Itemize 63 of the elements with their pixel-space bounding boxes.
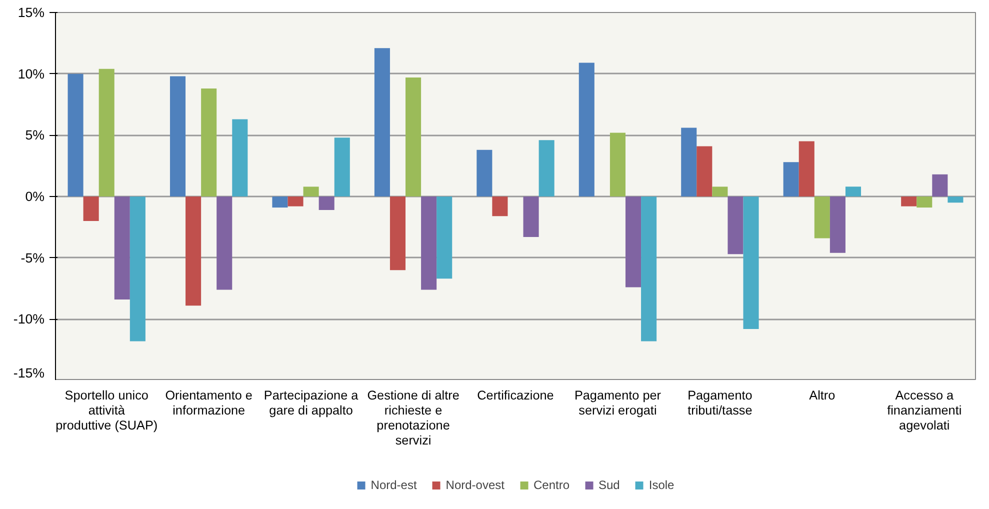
bar	[374, 48, 390, 196]
bar	[681, 128, 697, 196]
x-tick-label: Gestione di altre richieste e prenotazione servizi	[367, 388, 460, 448]
y-tick-label: 10%	[18, 66, 45, 82]
legend-label: Nord-est	[370, 478, 417, 492]
bar	[476, 150, 492, 196]
x-tick-label: Pagamento tributi/tasse	[688, 388, 752, 418]
bar	[83, 196, 99, 222]
bar	[538, 140, 554, 196]
bar	[98, 68, 114, 196]
bar	[436, 196, 452, 279]
bar	[114, 196, 130, 300]
bar	[130, 196, 146, 342]
x-tick-label: Orientamento e informazione	[165, 388, 252, 418]
y-tick-label: -10%	[13, 312, 45, 327]
legend-label: Sud	[598, 478, 620, 492]
bar	[303, 186, 319, 196]
x-tick-label: Sportello unico attività produttive (SUAP)	[56, 388, 158, 433]
bar	[318, 196, 334, 210]
bar	[390, 196, 406, 270]
bar	[272, 196, 288, 208]
x-tick-label: Certificazione	[477, 388, 554, 402]
bar	[641, 196, 657, 342]
bar	[728, 196, 744, 254]
bar	[814, 196, 830, 238]
legend-label: Nord-ovest	[446, 478, 504, 492]
bar	[743, 196, 759, 329]
bar	[216, 196, 232, 290]
y-tick-label: 15%	[18, 5, 45, 20]
bar	[798, 141, 814, 196]
bar	[845, 186, 862, 196]
bar	[948, 196, 964, 203]
x-tick-label: Pagamento per servizi erogati	[574, 388, 661, 418]
legend-label: Isole	[648, 478, 674, 492]
y-tick-label: 5%	[25, 128, 45, 143]
y-tick-label: -15%	[13, 366, 45, 380]
bar	[610, 132, 626, 196]
y-tick-label: -5%	[20, 250, 45, 266]
bar	[830, 196, 846, 253]
x-tick-label: Partecipazione a gare di appalto	[264, 388, 360, 418]
bar	[492, 196, 508, 216]
bar	[783, 162, 799, 196]
bar	[696, 146, 712, 196]
bar	[186, 196, 202, 306]
bar	[288, 196, 304, 206]
bar	[578, 62, 594, 196]
bar	[932, 174, 948, 196]
legend-label: Centro	[533, 478, 570, 492]
x-tick-label: Accesso a finanziamenti agevolati	[887, 388, 962, 433]
bar	[170, 76, 186, 196]
bar	[334, 138, 350, 196]
bar	[232, 119, 248, 196]
bar	[916, 196, 932, 208]
y-tick-label: 0%	[25, 189, 45, 204]
bar	[201, 88, 217, 196]
bar	[625, 196, 642, 288]
bar	[523, 196, 539, 237]
bar	[68, 74, 84, 196]
bar	[421, 196, 437, 290]
x-tick-label: Altro	[809, 388, 836, 402]
bar	[406, 78, 422, 196]
bar	[901, 196, 917, 206]
bar	[712, 186, 728, 196]
